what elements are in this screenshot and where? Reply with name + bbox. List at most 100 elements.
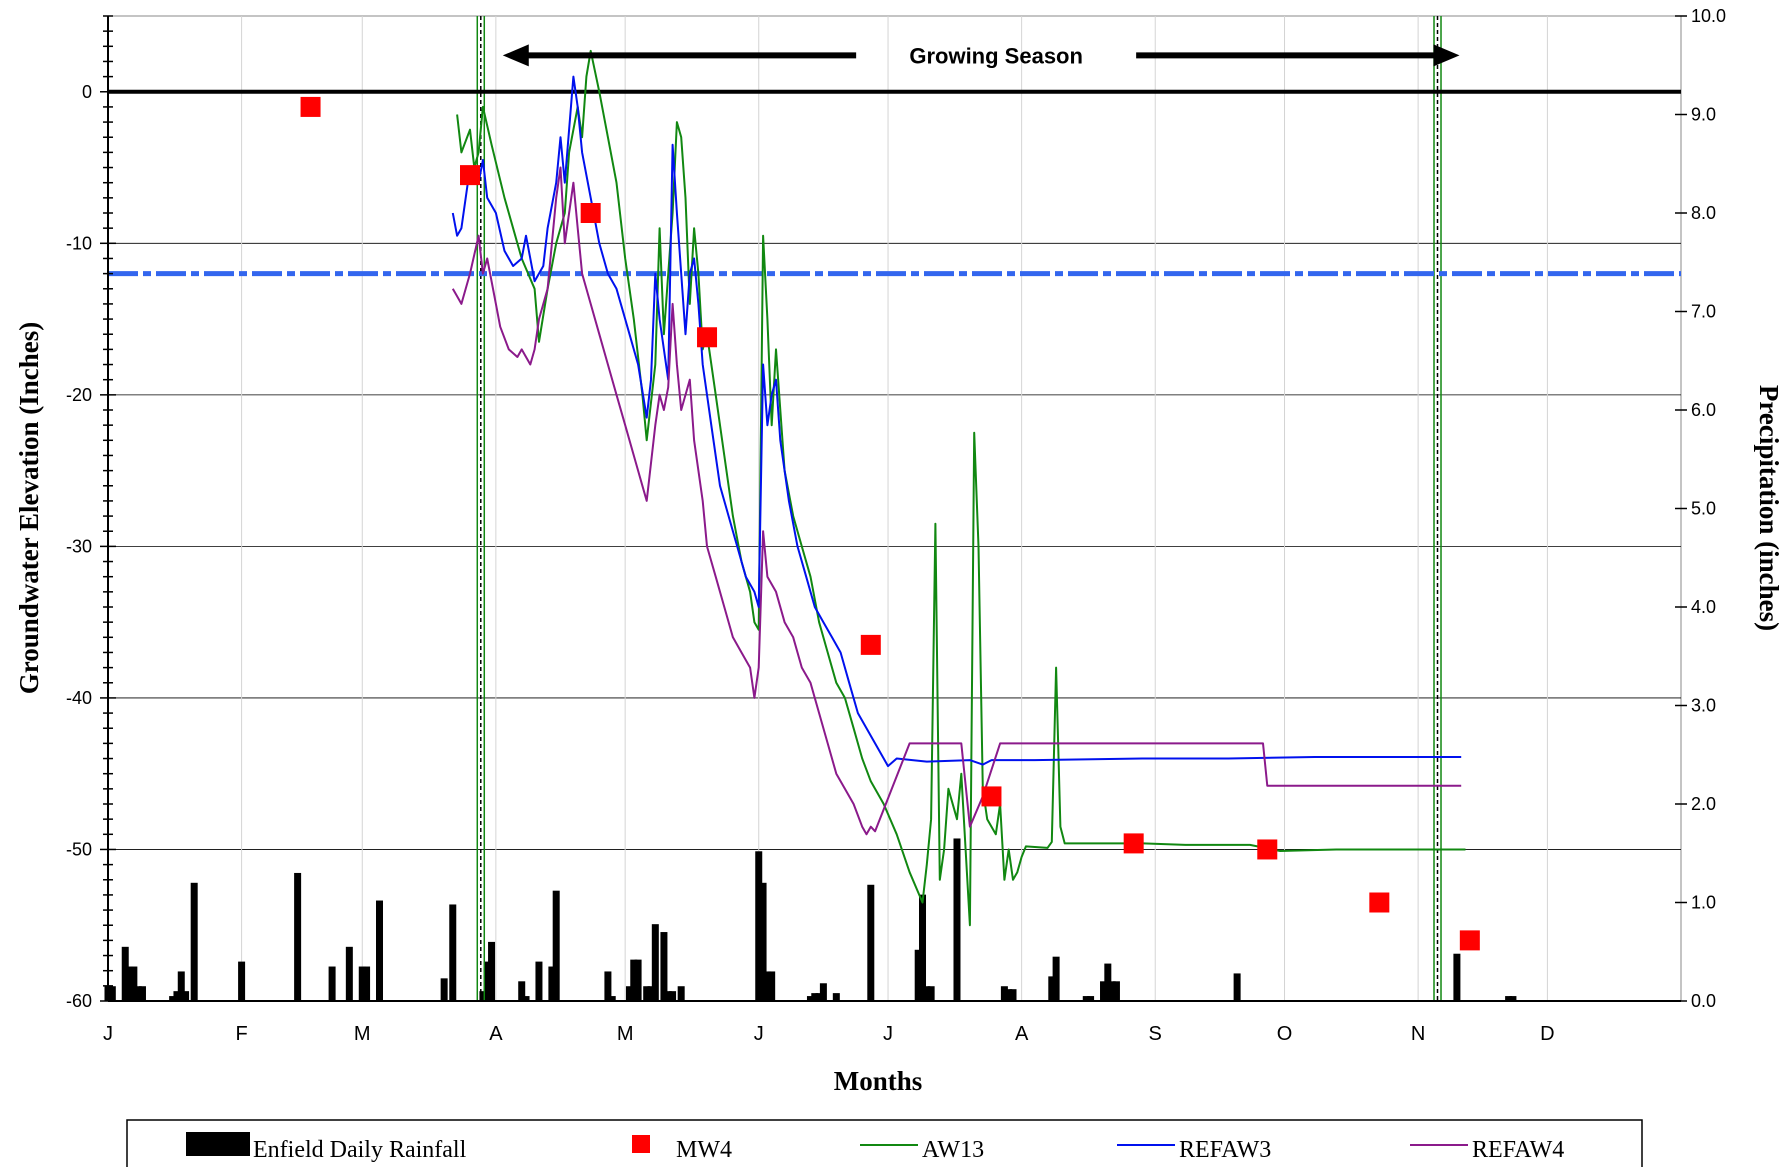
rainfall-bar [1009,989,1017,1001]
left-tick-label: -40 [66,688,92,708]
left-tick-label: -50 [66,839,92,859]
rainfall-bar [535,961,543,1001]
mw4-marker [860,634,881,655]
rainfall-bar [759,882,767,1001]
month-label: F [235,1023,247,1045]
rainfall-bar [548,966,556,1001]
mw4-marker [580,203,601,223]
legend-aw13-label: AW13 [922,1137,984,1163]
month-label: M [617,1023,634,1045]
rainfall-bar [608,996,616,1001]
legend: Enfield Daily Rainfall MW4 AW13 REFAW3 R… [126,1119,1643,1167]
mw4-marker [1459,930,1480,951]
rainfall-bar [1005,989,1013,1001]
rainfall-bar [927,986,935,1001]
series-refaw4-line [451,166,1462,836]
rainfall-bar [126,966,134,1001]
rainfall-bar [190,882,198,1001]
grid-lines [108,16,1681,1001]
legend-rainfall-swatch [186,1132,250,1156]
rainfall-bar [483,961,491,1001]
rainfall-bar [815,993,823,1001]
season-arrow-right-head [1433,44,1460,67]
rainfall-bar [1052,956,1060,1001]
rainfall-bar [177,971,185,1001]
mw4-marker [1123,833,1144,854]
rainfall-bar [1233,973,1241,1001]
growing-season-boundaries [476,16,1442,1001]
plot-area [107,15,1682,1002]
rainfall-bar [363,966,371,1001]
right-tick-label: 4.0 [1691,597,1716,617]
rainfall-bar [522,996,530,1001]
month-label: J [103,1023,113,1045]
right-tick-label: 0.0 [1691,991,1716,1011]
rainfall-bar [130,966,138,1001]
rainfall-bar [832,993,840,1001]
rainfall-bar [651,924,659,1001]
legend-refaw3-label: REFAW3 [1179,1137,1271,1163]
mw4-marker [697,327,718,348]
rainfall-bar [345,946,353,1001]
growing-season-annotation: Growing Season [502,43,1460,68]
legend-rainfall-label: Enfield Daily Rainfall [253,1137,467,1163]
rainfall-bar [819,983,827,1001]
month-label: O [1277,1023,1293,1045]
rainfall-bar [755,851,763,1001]
right-tick-label: 9.0 [1691,105,1716,125]
month-label: A [489,1023,503,1045]
rainfall-bar [634,959,642,1001]
rainfall-bar [376,900,384,1001]
month-label: N [1411,1023,1425,1045]
rainfall-bar [630,959,638,1001]
month-label: J [754,1023,764,1045]
rainfall-bar [953,838,961,1001]
rainfall-bar [169,996,177,1001]
legend-mw4-swatch [632,1135,650,1153]
legend-refaw4-label: REFAW4 [1472,1137,1564,1163]
mw4-marker [1369,892,1390,913]
rainfall-bar [449,904,457,1001]
rainfall-bar [182,991,190,1001]
rainfall-bar [294,872,302,1001]
rainfall-bar [138,986,146,1001]
rainfall-bar [1112,981,1120,1001]
rainfall-bar [134,986,142,1001]
rainfall-bar [664,991,672,1001]
rainfall-bar [1082,996,1090,1001]
right-tick-label: 2.0 [1691,794,1716,814]
rainfall-bar [763,971,771,1001]
season-label: Growing Season [909,43,1083,68]
right-tick-label: 1.0 [1691,893,1716,913]
rainfall-bar [811,993,819,1001]
rainfall-bars [104,838,1517,1001]
rainfall-bar [518,981,526,1001]
rainfall-bar [768,971,776,1001]
rainfall-bar [1000,986,1008,1001]
rainfall-bar [625,986,633,1001]
rainfall-bar [643,986,651,1001]
month-label: A [1015,1023,1029,1045]
rainfall-bar [121,946,129,1001]
rainfall-bar [1048,976,1056,1001]
rainfall-bar [604,971,612,1001]
right-tick-label: 6.0 [1691,400,1716,420]
season-arrow-left-head [502,44,529,67]
rainfall-bar [1104,963,1112,1001]
mw4-markers [300,96,1480,951]
month-label: S [1149,1023,1162,1045]
rainfall-bar [488,941,496,1001]
month-label: J [883,1023,893,1045]
rainfall-bar [914,949,922,1001]
rainfall-bar [660,932,668,1001]
month-label: M [354,1023,371,1045]
rainfall-bar [677,986,685,1001]
left-tick-label: -60 [66,991,92,1011]
rainfall-bar [552,890,560,1001]
right-tick-label: 10.0 [1691,6,1726,26]
month-label: D [1540,1023,1554,1045]
rainfall-bar [867,884,875,1001]
left-tick-label: 0 [82,82,92,102]
rainfall-bar [479,991,487,1001]
